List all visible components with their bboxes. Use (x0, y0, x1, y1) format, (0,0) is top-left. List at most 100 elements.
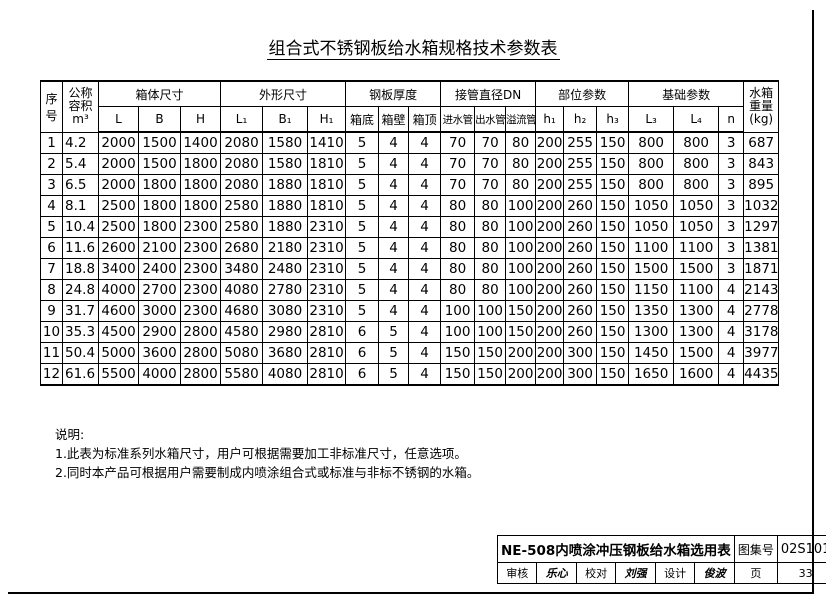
table-cell: 2310 (307, 216, 347, 238)
table-cell: 2310 (307, 237, 347, 259)
table-cell: 5 (345, 153, 380, 175)
table-cell: 4 (408, 195, 442, 217)
table-cell: 80 (474, 237, 507, 259)
subheader-cell: B (138, 106, 181, 133)
table-cell: 1450 (628, 342, 675, 364)
table-cell: 4000 (138, 363, 181, 386)
table-cell: 260 (563, 216, 598, 238)
table-cell: 2800 (179, 342, 222, 364)
table-cell: 100 (505, 195, 537, 217)
table-row: 7 18.8 3400 2400 2300 3480 2480 2310 5 4 4 80 80 100 2… (40, 258, 780, 280)
table-cell: 10 (40, 321, 63, 343)
check-signature: 刘强 (615, 562, 656, 584)
table-cell: 2600 (98, 237, 139, 259)
table-cell: 3000 (138, 300, 181, 322)
design-signature: 俊波 (694, 562, 735, 584)
table-cell: 2500 (98, 216, 139, 238)
table-cell: 150 (474, 363, 507, 386)
table-cell: 800 (673, 174, 720, 196)
table-cell: 2080 (220, 174, 264, 196)
table-cell: 1400 (179, 131, 222, 154)
table-row: 2 5.4 2000 1500 1800 2080 1580 1810 5 4 4 70 70 80 200… (40, 153, 780, 175)
table-cell: 5 (378, 363, 410, 386)
table-cell: 260 (563, 195, 598, 217)
table-cell: 687 (743, 131, 780, 154)
table-cell: 5 (345, 279, 380, 301)
table-cell: 200 (535, 342, 565, 364)
table-cell: 200 (535, 195, 565, 217)
header-row-sub: L B H L₁ B₁ H₁ 箱底 箱壁 箱顶 进水管 出水管 溢流管 h₁ h₂ h₃ L₃ L₄ n (41, 106, 779, 133)
table-cell: 5 (345, 300, 380, 322)
table-cell: 100 (505, 258, 537, 280)
table-cell: 6 (345, 342, 380, 364)
table-cell: 100 (440, 321, 476, 343)
table-cell: 4 (408, 300, 442, 322)
table-cell: 61.6 (62, 363, 99, 386)
table-cell: 3 (718, 216, 745, 238)
subheader-cell: L₄ (673, 106, 720, 133)
table-cell: 2300 (179, 237, 222, 259)
table-cell: 200 (535, 237, 565, 259)
table-cell: 200 (505, 342, 537, 364)
table-cell: 1100 (673, 279, 720, 301)
table-cell: 1880 (262, 216, 309, 238)
table-cell: 2000 (98, 174, 139, 196)
table-cell: 4600 (98, 300, 139, 322)
table-cell: 1150 (628, 279, 675, 301)
subheader-cell: H (179, 106, 222, 133)
table-cell: 80 (505, 153, 537, 175)
table-cell: 1350 (628, 300, 675, 322)
table-cell: 8.1 (62, 195, 99, 217)
page-frame (8, 10, 814, 594)
table-cell: 150 (596, 195, 630, 217)
page-title: 组合式不锈钢板给水箱规格技术参数表 (266, 39, 560, 60)
table-cell: 2580 (220, 195, 264, 217)
table-cell: 4 (378, 195, 410, 217)
table-cell: 255 (563, 153, 598, 175)
table-cell: 4 (718, 363, 745, 386)
table-cell: 150 (505, 300, 537, 322)
table-cell: 3 (718, 195, 745, 217)
spec-table: 序号 公称容积 m³ 箱体尺寸 外形尺寸 钢板厚度 接管直径DN 部位参数 基础… (40, 80, 780, 386)
design-label: 设计 (654, 562, 696, 584)
table-cell: 3 (40, 174, 63, 196)
table-cell: 6 (345, 321, 380, 343)
table-cell: 8 (40, 279, 63, 301)
table-row: 6 11.6 2600 2100 2300 2680 2180 2310 5 4 4 80 80 100 2… (40, 237, 780, 259)
table-cell: 35.3 (62, 321, 99, 343)
table-cell: 800 (628, 153, 675, 175)
table-cell: 4 (378, 258, 410, 280)
table-cell: 2480 (262, 258, 309, 280)
title-block: NE-508内喷涂冲压钢板给水箱选用表 图集号 02S101 审核 乐心 校对 … (496, 535, 826, 584)
table-cell: 80 (474, 216, 507, 238)
table-cell: 2310 (307, 258, 347, 280)
review-signature: 乐心 (536, 562, 577, 584)
table-cell: 2980 (262, 321, 309, 343)
table-cell: 2800 (179, 321, 222, 343)
table-cell: 80 (505, 131, 537, 154)
table-cell: 1800 (179, 195, 222, 217)
table-cell: 5 (345, 131, 380, 154)
table-cell: 1410 (307, 131, 347, 154)
table-cell: 1800 (179, 153, 222, 175)
table-cell: 2 (40, 153, 63, 175)
header-position-params: 部位参数 (535, 80, 630, 107)
table-cell: 4 (408, 216, 442, 238)
table-cell: 4 (408, 131, 442, 154)
table-cell: 4580 (220, 321, 264, 343)
table-row: 10 35.3 4500 2900 2800 4580 2980 2810 6 5 4 100 100 1… (40, 321, 780, 343)
table-cell: 6 (40, 237, 63, 259)
subheader-cell: L (98, 106, 139, 133)
table-cell: 4 (408, 258, 442, 280)
table-cell: 1580 (262, 131, 309, 154)
table-cell: 4500 (98, 321, 139, 343)
table-cell: 3 (718, 174, 745, 196)
table-cell: 300 (563, 363, 598, 386)
table-cell: 200 (535, 174, 565, 196)
table-cell: 3680 (262, 342, 309, 364)
header-volume: 公称容积 m³ (62, 80, 99, 133)
table-cell: 3080 (262, 300, 309, 322)
table-cell: 10.4 (62, 216, 99, 238)
table-cell: 6 (345, 363, 380, 386)
table-cell: 1810 (307, 174, 347, 196)
